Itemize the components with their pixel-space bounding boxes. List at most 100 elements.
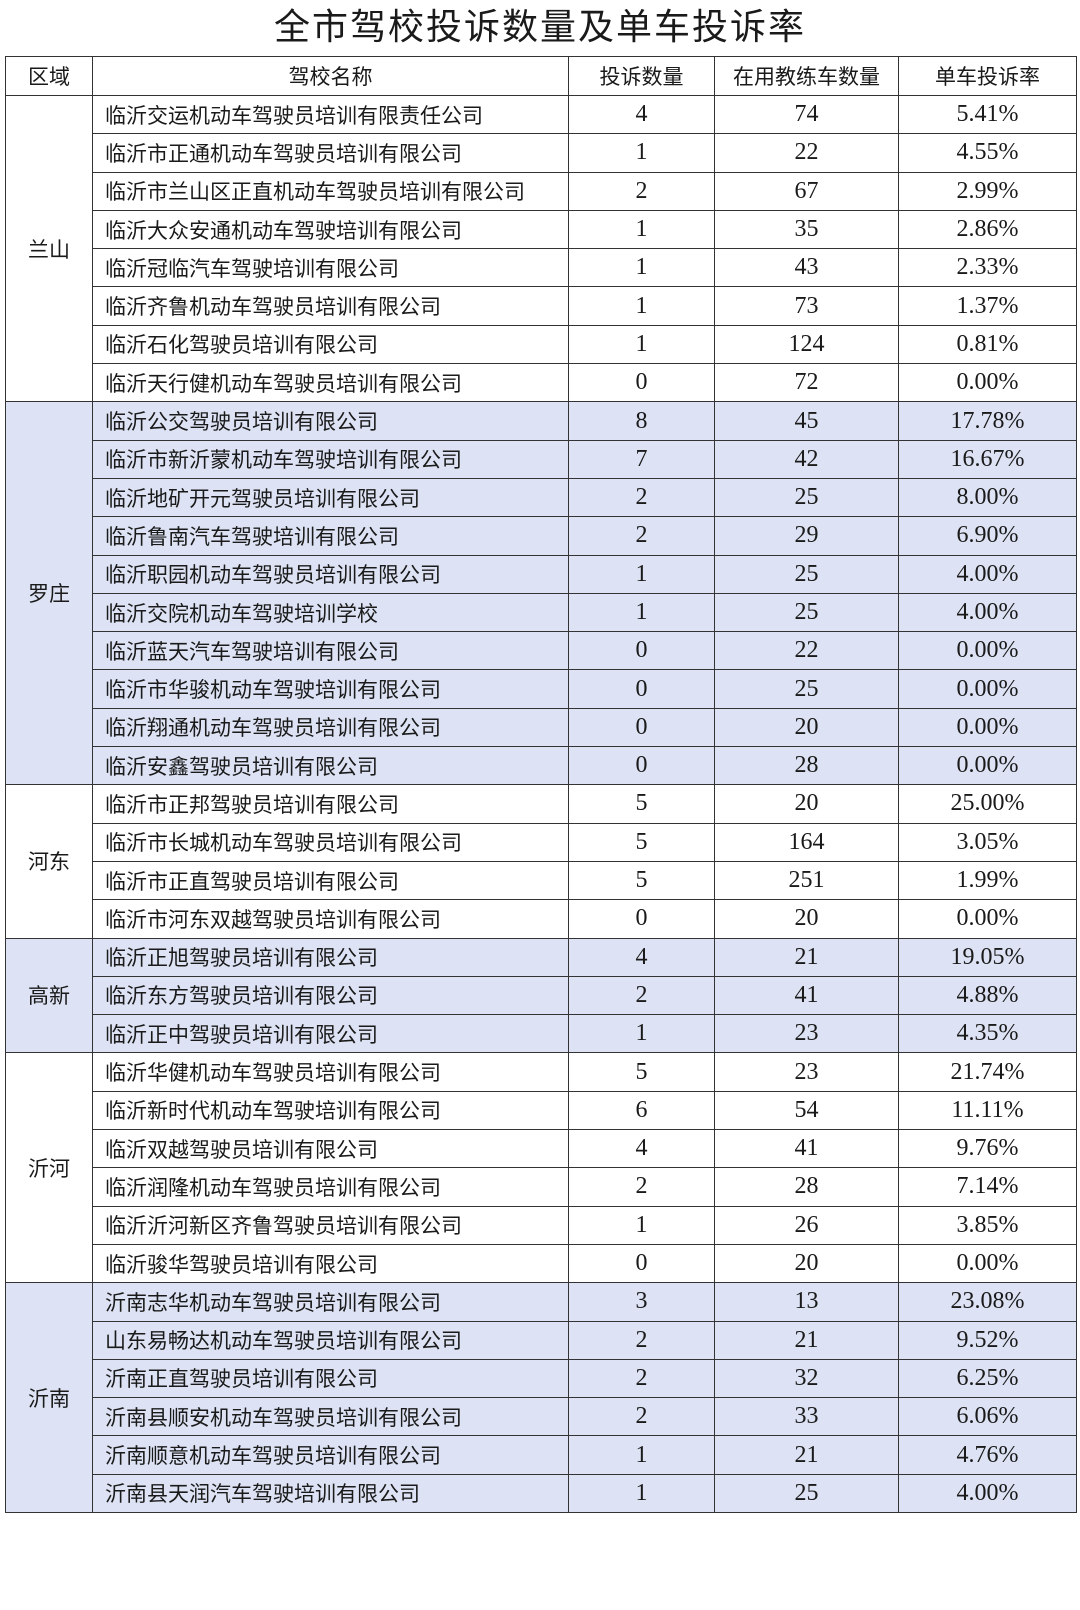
table-row: 沂南顺意机动车驾驶员培训有限公司 1 21 4.76% — [6, 1435, 1077, 1475]
table-body: 兰山 临沂交运机动车驾驶员培训有限责任公司 4 74 5.41% 临沂市正通机动车驾驶员培… — [5, 94, 1077, 1513]
school-name-cell: 临沂骏华驾驶员培训有限公司 — [92, 1243, 569, 1284]
school-name-cell: 临沂沂河新区齐鲁驾驶员培训有限公司 — [92, 1205, 569, 1245]
school-name-cell: 临沂正中驾驶员培训有限公司 — [92, 1014, 569, 1054]
vehicle-count-cell: 22 — [714, 631, 899, 671]
table-row: 临沂安鑫驾驶员培训有限公司 0 28 0.00% — [6, 746, 1077, 786]
header-school-name: 驾校名称 — [92, 56, 569, 96]
complaint-count-cell: 4 — [568, 94, 715, 135]
region-cell: 兰山 — [5, 94, 93, 403]
table-row: 沂南 沂南志华机动车驾驶员培训有限公司 3 13 23.08% — [5, 1282, 1077, 1513]
table-row: 临沂市正直驾驶员培训有限公司 5 251 1.99% — [6, 860, 1077, 901]
table-row: 临沂市河东双越驾驶员培训有限公司 0 20 0.00% — [6, 899, 1077, 939]
complaint-count-cell: 4 — [568, 1129, 715, 1169]
school-name-cell: 临沂润隆机动车驾驶员培训有限公司 — [92, 1167, 569, 1207]
complaint-rate-cell: 0.00% — [898, 707, 1077, 748]
page-title: 全市驾校投诉数量及单车投诉率 — [273, 6, 806, 47]
table-row: 沂河 临沂华健机动车驾驶员培训有限公司 5 23 21.74% — [5, 1052, 1077, 1284]
vehicle-count-cell: 28 — [714, 1167, 899, 1207]
complaint-rate-cell: 19.05% — [898, 937, 1077, 977]
complaint-count-cell: 0 — [568, 631, 715, 671]
complaint-count-cell: 7 — [568, 439, 715, 479]
school-name-cell: 沂南正直驾驶员培训有限公司 — [92, 1358, 569, 1399]
complaint-rate-cell: 17.78% — [898, 401, 1077, 441]
vehicle-count-cell: 45 — [714, 401, 899, 441]
vehicle-count-cell: 33 — [714, 1397, 899, 1437]
complaint-rate-cell: 2.86% — [898, 209, 1077, 250]
complaint-rate-cell: 4.00% — [898, 1473, 1077, 1513]
vehicle-count-cell: 25 — [714, 592, 899, 633]
vehicle-count-cell: 25 — [714, 554, 899, 594]
complaint-rate-cell: 0.00% — [898, 1243, 1077, 1284]
vehicle-count-cell: 74 — [714, 94, 899, 135]
complaint-rate-cell: 16.67% — [898, 439, 1077, 479]
vehicle-count-cell: 54 — [714, 1090, 899, 1131]
complaint-rate-cell: 7.14% — [898, 1167, 1077, 1207]
table-row: 沂南县顺安机动车驾驶员培训有限公司 2 33 6.06% — [6, 1397, 1077, 1437]
table-row: 临沂蓝天汽车驾驶培训有限公司 0 22 0.00% — [6, 631, 1077, 671]
complaint-rate-cell: 3.05% — [898, 822, 1077, 862]
table-row: 临沂市长城机动车驾驶员培训有限公司 5 164 3.05% — [6, 822, 1077, 862]
vehicle-count-cell: 25 — [714, 477, 899, 518]
vehicle-count-cell: 124 — [714, 324, 899, 365]
vehicle-count-cell: 20 — [714, 899, 899, 939]
school-name-cell: 临沂石化驾驶员培训有限公司 — [92, 324, 569, 365]
table-row: 临沂冠临汽车驾驶培训有限公司 1 43 2.33% — [6, 248, 1077, 288]
table-row: 临沂骏华驾驶员培训有限公司 0 20 0.00% — [6, 1243, 1077, 1284]
complaint-rate-cell: 4.00% — [898, 592, 1077, 633]
vehicle-count-cell: 20 — [714, 784, 899, 824]
complaint-rate-cell: 2.33% — [898, 248, 1077, 288]
complaint-count-cell: 0 — [568, 899, 715, 939]
complaint-count-cell: 5 — [568, 1052, 715, 1092]
complaint-count-cell: 5 — [568, 860, 715, 901]
complaint-count-cell: 0 — [568, 363, 715, 403]
school-name-cell: 山东易畅达机动车驾驶员培训有限公司 — [92, 1320, 569, 1360]
vehicle-count-cell: 41 — [714, 975, 899, 1016]
region-cell: 罗庄 — [5, 401, 93, 786]
school-name-cell: 沂南县顺安机动车驾驶员培训有限公司 — [92, 1397, 569, 1437]
vehicle-count-cell: 42 — [714, 439, 899, 479]
school-name-cell: 临沂翔通机动车驾驶员培训有限公司 — [92, 707, 569, 748]
vehicle-count-cell: 43 — [714, 248, 899, 288]
complaint-count-cell: 2 — [568, 171, 715, 211]
vehicle-count-cell: 21 — [714, 1320, 899, 1360]
complaint-count-cell: 1 — [568, 1473, 715, 1513]
school-name-cell: 沂南志华机动车驾驶员培训有限公司 — [92, 1282, 569, 1322]
region-cell: 河东 — [5, 784, 93, 939]
region-cell: 高新 — [5, 937, 93, 1054]
complaint-rate-cell: 5.41% — [898, 94, 1077, 135]
complaint-rate-cell: 4.88% — [898, 975, 1077, 1016]
complaint-rate-cell: 25.00% — [898, 784, 1077, 824]
table-row: 临沂润隆机动车驾驶员培训有限公司 2 28 7.14% — [6, 1167, 1077, 1207]
school-name-cell: 临沂蓝天汽车驾驶培训有限公司 — [92, 631, 569, 671]
school-name-cell: 临沂市正通机动车驾驶员培训有限公司 — [92, 133, 569, 173]
vehicle-count-cell: 32 — [714, 1358, 899, 1399]
complaint-rate-cell: 2.99% — [898, 171, 1077, 211]
complaint-rate-cell: 0.81% — [898, 324, 1077, 365]
table-row: 临沂天行健机动车驾驶员培训有限公司 0 72 0.00% — [6, 363, 1077, 403]
complaint-count-cell: 5 — [568, 822, 715, 862]
header-region: 区域 — [5, 56, 93, 96]
vehicle-count-cell: 21 — [714, 937, 899, 977]
vehicle-count-cell: 35 — [714, 209, 899, 250]
complaint-count-cell: 0 — [568, 746, 715, 786]
vehicle-count-cell: 23 — [714, 1014, 899, 1054]
complaint-count-cell: 4 — [568, 937, 715, 977]
complaint-count-cell: 2 — [568, 1358, 715, 1399]
table-row: 临沂新时代机动车驾驶培训有限公司 6 54 11.11% — [6, 1090, 1077, 1131]
school-name-cell: 临沂东方驾驶员培训有限公司 — [92, 975, 569, 1016]
school-name-cell: 临沂齐鲁机动车驾驶员培训有限公司 — [92, 286, 569, 326]
complaint-count-cell: 1 — [568, 592, 715, 633]
complaint-count-cell: 1 — [568, 1205, 715, 1245]
table-row: 临沂翔通机动车驾驶员培训有限公司 0 20 0.00% — [6, 707, 1077, 748]
complaint-rate-cell: 23.08% — [898, 1282, 1077, 1322]
table-row: 临沂市新沂蒙机动车驾驶培训有限公司 7 42 16.67% — [6, 439, 1077, 479]
complaint-rate-cell: 11.11% — [898, 1090, 1077, 1131]
vehicle-count-cell: 20 — [714, 707, 899, 748]
complaint-count-cell: 0 — [568, 1243, 715, 1284]
school-name-cell: 临沂地矿开元驾驶员培训有限公司 — [92, 477, 569, 518]
complaint-rate-cell: 9.76% — [898, 1129, 1077, 1169]
complaint-rate-cell: 4.00% — [898, 554, 1077, 594]
school-name-cell: 临沂天行健机动车驾驶员培训有限公司 — [92, 363, 569, 403]
vehicle-count-cell: 28 — [714, 746, 899, 786]
complaint-count-cell: 1 — [568, 1014, 715, 1054]
